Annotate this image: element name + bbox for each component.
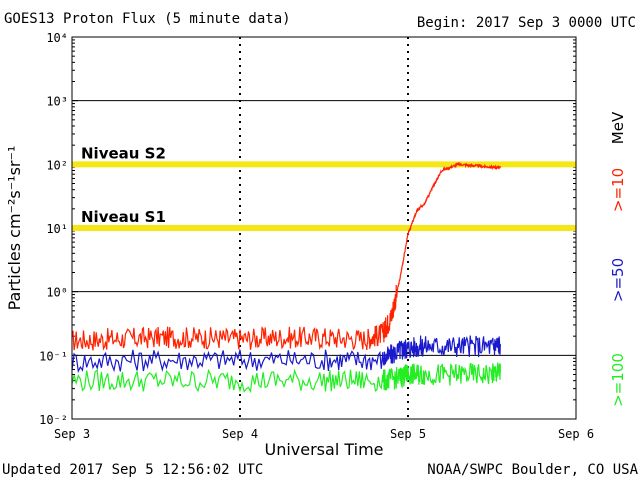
begin-label: Begin: 2017 Sep 3 0000 UTC bbox=[417, 15, 636, 31]
x-tick-label: Sep 5 bbox=[390, 427, 426, 441]
x-tick-label: Sep 4 bbox=[222, 427, 258, 441]
y-tick-label: 10³ bbox=[46, 95, 68, 109]
x-tick-label: Sep 3 bbox=[54, 427, 90, 441]
y-tick-labels: 10⁻² 10⁻¹ 10⁰ 10¹ 10² 10³ 10⁴ bbox=[39, 31, 68, 427]
legend: >=10 MeV >=50 >=100 bbox=[609, 111, 627, 407]
threshold-label: Niveau S2 bbox=[81, 144, 166, 162]
y-tick-label: 10⁴ bbox=[46, 31, 68, 45]
y-tick-label: 10² bbox=[46, 158, 68, 172]
series-line bbox=[71, 362, 501, 394]
series-line bbox=[71, 161, 501, 351]
series-line bbox=[71, 335, 501, 374]
threshold-layer: Niveau S2 Niveau S1 bbox=[72, 144, 576, 231]
chart-title: GOES13 Proton Flux (5 minute data) bbox=[4, 11, 291, 27]
threshold-label: Niveau S1 bbox=[81, 208, 166, 226]
plot-frame bbox=[71, 36, 577, 420]
x-tick-label: Sep 6 bbox=[558, 427, 594, 441]
y-axis-label: Particles cm⁻²s⁻¹sr⁻¹ bbox=[5, 146, 24, 311]
y-tick-label: 10⁻¹ bbox=[39, 349, 68, 363]
footer-updated: Updated 2017 Sep 5 12:56:02 UTC bbox=[2, 462, 263, 478]
legend-entry: >=10 bbox=[609, 168, 627, 212]
footer-source: NOAA/SWPC Boulder, CO USA bbox=[427, 462, 638, 478]
legend-entry: >=100 bbox=[609, 353, 627, 407]
x-axis-label: Universal Time bbox=[264, 440, 383, 459]
y-tick-label: 10⁰ bbox=[46, 286, 68, 300]
legend-unit: MeV bbox=[609, 111, 627, 144]
legend-entry: >=50 bbox=[609, 258, 627, 302]
y-tick-label: 10⁻² bbox=[39, 413, 68, 427]
series-layer bbox=[71, 161, 501, 394]
y-tick-label: 10¹ bbox=[46, 222, 68, 236]
x-tick-labels: Sep 3 Sep 4 Sep 5 Sep 6 bbox=[54, 427, 594, 441]
